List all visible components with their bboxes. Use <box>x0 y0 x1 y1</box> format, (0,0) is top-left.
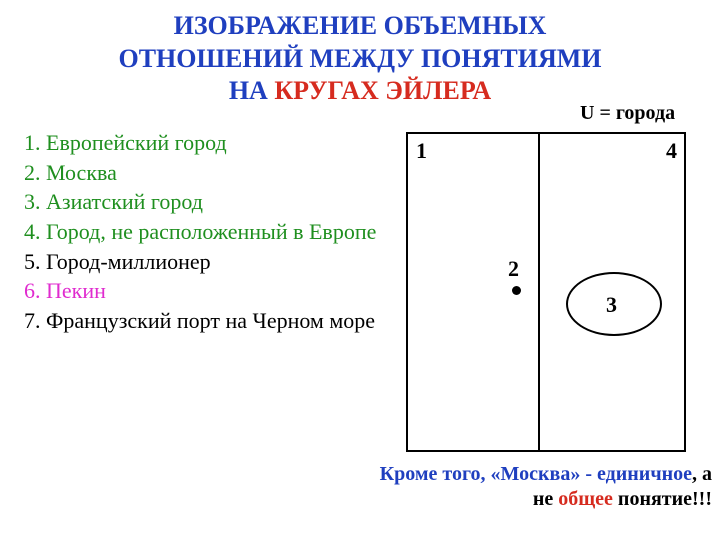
list-item: Пекин <box>46 276 382 306</box>
footer-note: Кроме того, «Москва» - единичное, а не о… <box>376 462 712 512</box>
footer-b: единичное <box>597 463 692 485</box>
list-item: Город-миллионер <box>46 247 382 277</box>
list-item: Азиатский город <box>46 187 382 217</box>
list-item: Москва <box>46 158 382 188</box>
point-2 <box>512 286 521 295</box>
concept-ol: Европейский город Москва Азиатский город… <box>12 128 382 336</box>
footer-d: общее <box>558 488 613 510</box>
list-item: Европейский город <box>46 128 382 158</box>
region-label-3: 3 <box>606 292 617 318</box>
region-label-2: 2 <box>508 256 519 282</box>
list-item: Город, не расположенный в Европе <box>46 217 382 247</box>
title-line3b: КРУГАХ ЭЙЛЕРА <box>274 76 491 105</box>
vertical-divider <box>538 134 540 450</box>
footer-e: понятие!!! <box>613 488 712 510</box>
list-item: Французский порт на Черном море <box>46 306 382 336</box>
universe-label: U = города <box>580 102 675 125</box>
euler-diagram: 1 4 2 3 <box>406 132 686 452</box>
slide-title: ИЗОБРАЖЕНИЕ ОБЪЕМНЫХ ОТНОШЕНИЙ МЕЖДУ ПОН… <box>0 0 720 108</box>
universe-box: 1 4 2 3 <box>406 132 686 452</box>
footer-a: Кроме того, «Москва» - <box>380 463 597 485</box>
title-line1: ИЗОБРАЖЕНИЕ ОБЪЕМНЫХ <box>174 11 547 40</box>
concept-list: Европейский город Москва Азиатский город… <box>12 128 382 336</box>
region-label-1: 1 <box>416 138 427 164</box>
title-line2: ОТНОШЕНИЙ МЕЖДУ ПОНЯТИЯМИ <box>118 44 601 73</box>
region-label-4: 4 <box>666 138 677 164</box>
title-line3a: НА <box>229 76 275 105</box>
